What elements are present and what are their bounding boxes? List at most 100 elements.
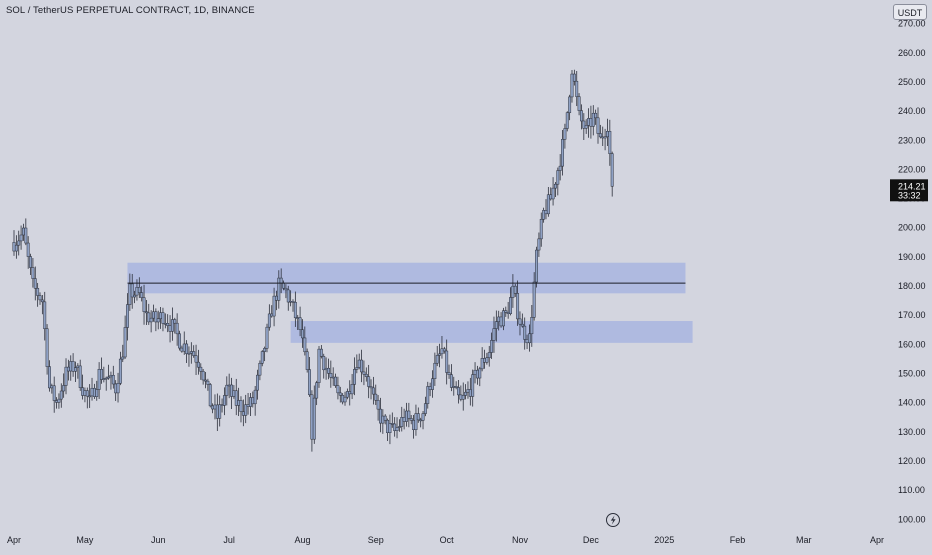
candle-body[interactable] <box>59 390 63 400</box>
candle-body[interactable] <box>322 356 326 371</box>
candle-body[interactable] <box>156 318 160 323</box>
candle-body[interactable] <box>52 385 56 401</box>
candle-body[interactable] <box>154 311 158 323</box>
candle-body[interactable] <box>525 339 529 344</box>
candle-body[interactable] <box>22 227 25 236</box>
candle-body[interactable] <box>305 351 309 370</box>
candle-body[interactable] <box>471 374 475 397</box>
candle-body[interactable] <box>549 194 553 200</box>
candle-body[interactable] <box>388 423 392 433</box>
candle-body[interactable] <box>565 112 569 129</box>
candle-body[interactable] <box>487 352 491 358</box>
candle-body[interactable] <box>147 312 151 323</box>
candle-body[interactable] <box>499 316 503 327</box>
candle-body[interactable] <box>520 323 524 327</box>
candle-body[interactable] <box>17 240 21 246</box>
candle-body[interactable] <box>466 389 470 393</box>
candle-body[interactable] <box>74 367 77 372</box>
candle-body[interactable] <box>64 366 68 386</box>
candle-body[interactable] <box>601 136 605 139</box>
candle-body[interactable] <box>438 353 442 356</box>
candle-body[interactable] <box>118 358 122 384</box>
candle-body[interactable] <box>133 294 137 298</box>
candle-body[interactable] <box>447 372 451 375</box>
candle-body[interactable] <box>596 117 600 134</box>
candle-body[interactable] <box>468 389 472 397</box>
candle-body[interactable] <box>492 328 496 341</box>
candle-body[interactable] <box>244 404 248 416</box>
candle-body[interactable] <box>423 403 427 414</box>
candle-body[interactable] <box>412 420 416 430</box>
candle-body[interactable] <box>298 317 302 330</box>
candle-body[interactable] <box>310 394 314 440</box>
candle-body[interactable] <box>253 389 257 405</box>
candle-body[interactable] <box>334 376 338 386</box>
candle-body[interactable] <box>166 323 170 326</box>
candle-body[interactable] <box>461 395 465 400</box>
candle-body[interactable] <box>452 386 456 388</box>
candle-body[interactable] <box>62 385 66 392</box>
candle-body[interactable] <box>539 218 543 240</box>
candle-body[interactable] <box>187 352 191 355</box>
candle-body[interactable] <box>409 418 413 421</box>
candle-body[interactable] <box>454 386 458 388</box>
candle-body[interactable] <box>393 423 397 431</box>
candle-body[interactable] <box>405 410 408 422</box>
candle-body[interactable] <box>279 277 283 284</box>
candle-body[interactable] <box>258 362 262 376</box>
candle-body[interactable] <box>518 318 522 325</box>
candle-body[interactable] <box>168 325 172 332</box>
candle-body[interactable] <box>85 390 89 397</box>
candle-body[interactable] <box>225 384 229 396</box>
candle-body[interactable] <box>175 322 179 335</box>
candle-body[interactable] <box>317 348 321 383</box>
candle-body[interactable] <box>584 125 588 129</box>
candle-body[interactable] <box>222 395 226 406</box>
candle-body[interactable] <box>589 118 593 127</box>
candle-body[interactable] <box>501 310 505 327</box>
candle-body[interactable] <box>459 394 463 400</box>
candle-body[interactable] <box>267 313 271 328</box>
candle-body[interactable] <box>135 287 139 296</box>
candle-body[interactable] <box>215 404 219 419</box>
candle-body[interactable] <box>178 333 181 349</box>
candle-body[interactable] <box>111 374 115 385</box>
candle-body[interactable] <box>442 348 446 352</box>
candle-body[interactable] <box>606 131 609 138</box>
candle-body[interactable] <box>201 371 205 381</box>
candle-body[interactable] <box>324 367 328 371</box>
support-zone[interactable] <box>127 262 686 294</box>
candle-body[interactable] <box>36 288 40 296</box>
candle-body[interactable] <box>390 423 394 425</box>
candle-body[interactable] <box>371 387 375 395</box>
candle-body[interactable] <box>511 285 515 298</box>
candle-body[interactable] <box>556 170 560 185</box>
candle-body[interactable] <box>603 136 607 139</box>
candle-body[interactable] <box>379 408 382 424</box>
candle-body[interactable] <box>416 413 420 421</box>
candle-body[interactable] <box>189 351 193 354</box>
candle-body[interactable] <box>265 326 269 349</box>
candle-body[interactable] <box>31 267 35 279</box>
candle-body[interactable] <box>152 311 155 319</box>
candle-body[interactable] <box>286 289 290 303</box>
candle-body[interactable] <box>12 242 16 252</box>
candle-body[interactable] <box>506 312 510 314</box>
candle-body[interactable] <box>312 397 316 440</box>
candle-body[interactable] <box>594 112 598 119</box>
candle-body[interactable] <box>440 348 444 355</box>
candle-body[interactable] <box>303 337 307 353</box>
candle-body[interactable] <box>272 295 276 317</box>
candle-body[interactable] <box>364 373 368 377</box>
candle-body[interactable] <box>14 244 18 252</box>
candle-body[interactable] <box>360 359 364 373</box>
candle-body[interactable] <box>431 378 434 390</box>
candle-body[interactable] <box>480 358 484 370</box>
candle-body[interactable] <box>473 369 477 375</box>
candle-body[interactable] <box>464 391 468 396</box>
candle-body[interactable] <box>90 387 94 397</box>
candle-body[interactable] <box>483 358 486 363</box>
candle-body[interactable] <box>610 153 614 187</box>
candle-body[interactable] <box>128 283 132 305</box>
candle-body[interactable] <box>395 427 399 431</box>
